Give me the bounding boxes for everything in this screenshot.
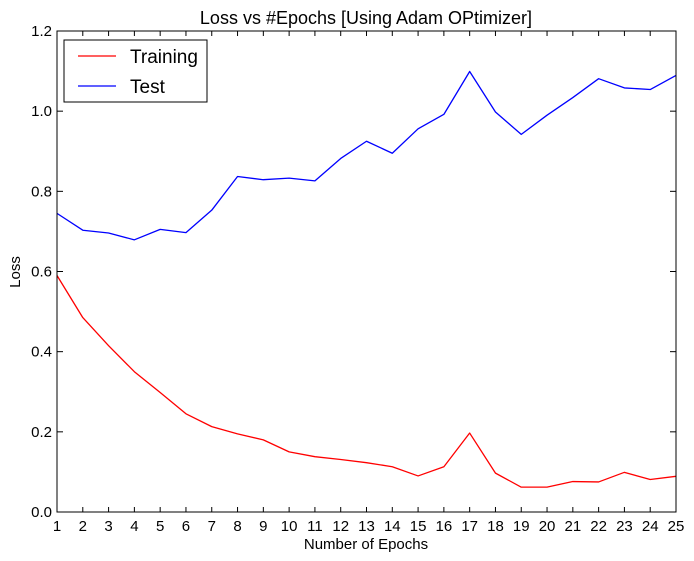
x-tick-label: 8 [233, 518, 241, 535]
x-tick-label: 17 [461, 518, 478, 535]
x-tick-label: 13 [358, 518, 375, 535]
x-tick-label: 23 [616, 518, 633, 535]
x-tick-label: 11 [307, 518, 323, 535]
x-tick-label: 14 [384, 518, 401, 535]
x-tick-label: 22 [590, 518, 607, 535]
ticks-layer: 1 2 3 4 5 6 7 8 9 10 11 12 13 14 15 16 17 18 19 20 21 22 23 24 2… [31, 23, 684, 535]
x-tick-label: 12 [332, 518, 349, 535]
x-axis-label: Number of Epochs [304, 536, 428, 553]
y-tick-label: 0.6 [31, 264, 52, 281]
legend-training-label: Training [130, 47, 198, 68]
legend-box [63, 39, 208, 103]
x-tick-label: 25 [668, 518, 685, 535]
x-tick-label: 4 [130, 518, 138, 535]
x-tick-label: 9 [259, 518, 267, 535]
x-tick-label: 21 [564, 518, 581, 535]
x-tick-label: 1 [53, 518, 61, 535]
y-tick-label: 0.2 [31, 424, 52, 441]
training-series-line [56, 275, 677, 488]
y-tick-label: 0.8 [31, 183, 52, 200]
y-axis-label: Loss [7, 256, 24, 288]
y-tick-label: 1.2 [31, 23, 52, 40]
plot-frame [56, 30, 677, 513]
lines-layer [56, 70, 677, 488]
legend-test-label: Test [130, 77, 166, 98]
x-tick-label: 2 [79, 518, 87, 535]
x-tick-label: 20 [539, 518, 556, 535]
x-tick-label: 16 [436, 518, 453, 535]
x-tick-label: 5 [156, 518, 164, 535]
y-tick-label: 1.0 [31, 103, 52, 120]
test-series-line [56, 70, 677, 241]
chart-title: Loss vs #Epochs [Using Adam OPtimizer] [200, 8, 532, 28]
legend: Training Test [63, 39, 208, 103]
x-tick-label: 3 [104, 518, 112, 535]
x-tick-label: 10 [281, 518, 298, 535]
y-tick-label: 0.4 [31, 344, 52, 361]
x-tick-label: 6 [182, 518, 190, 535]
x-tick-label: 7 [208, 518, 216, 535]
y-tick-label: 0.0 [31, 504, 52, 521]
x-tick-label: 24 [642, 518, 659, 535]
x-tick-label: 18 [487, 518, 504, 535]
x-tick-label: 19 [513, 518, 530, 535]
x-tick-label: 15 [410, 518, 427, 535]
